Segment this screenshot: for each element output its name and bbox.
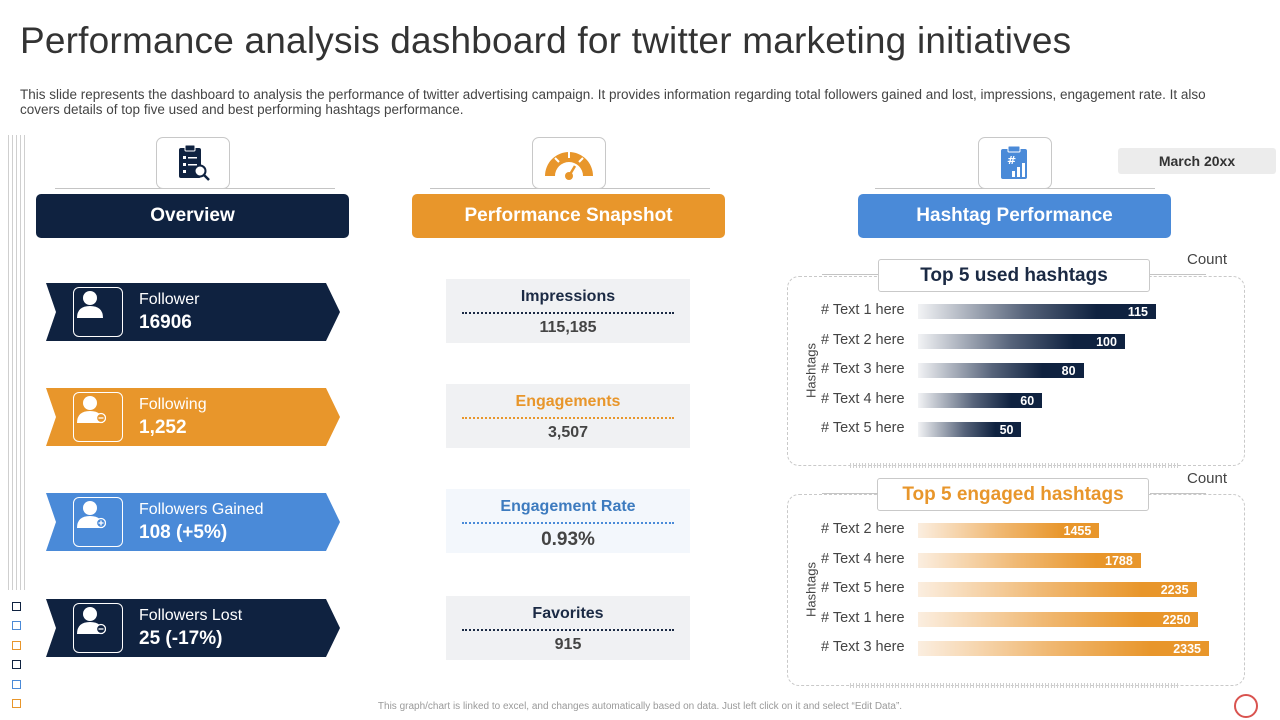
bar <box>918 582 1197 597</box>
overview-card: Follower 16906 <box>46 283 340 341</box>
tick-label: # Text 3 here <box>821 639 905 655</box>
user-icon <box>73 287 123 337</box>
data-label: 2235 <box>1160 583 1189 597</box>
metric-value: 115,185 <box>539 319 597 336</box>
metric-value: 0.93% <box>541 529 595 550</box>
metric-value: 3,507 <box>547 424 589 441</box>
decor-square <box>12 660 21 669</box>
metric-card: Engagement Rate 0.93% <box>446 489 690 553</box>
overview-card: Followers Lost 25 (-17%) <box>46 599 340 657</box>
tick-label: # Text 1 here <box>821 302 905 318</box>
metric-card: Favorites 915 <box>446 596 690 660</box>
gauge-icon <box>532 137 606 189</box>
snapshot-header: Performance Snapshot <box>412 194 725 238</box>
overview-value: 108 (+5%) <box>139 522 228 543</box>
title-connector <box>1150 493 1206 494</box>
hashtag-header: Hashtag Performance <box>858 194 1171 238</box>
metric-card: Engagements 3,507 <box>446 384 690 448</box>
data-label: 2335 <box>1173 642 1201 656</box>
metric-label: Favorites <box>532 605 604 622</box>
data-label: 50 <box>999 423 1014 437</box>
tick-label: # Text 5 here <box>821 420 905 436</box>
overview-value: 1,252 <box>139 417 187 438</box>
chart-title: Top 5 engaged hashtags <box>877 478 1149 511</box>
bar <box>918 422 1022 437</box>
overview-card: Followers Gained 108 (+5%) <box>46 493 340 551</box>
tick-label: # Text 2 here <box>821 521 905 537</box>
date-badge: March 20xx <box>1118 148 1276 174</box>
metric-value: 915 <box>554 636 582 653</box>
tick-label: # Text 5 here <box>821 580 905 596</box>
metric-label: Engagements <box>515 393 621 410</box>
footnote: This graph/chart is linked to excel, and… <box>377 701 903 712</box>
decor-hatch <box>850 463 1180 468</box>
page-subtitle: This slide represents the dashboard to a… <box>20 87 1206 117</box>
data-label: 2250 <box>1162 612 1191 627</box>
decor-hatch <box>850 683 1180 688</box>
data-label: 1788 <box>1105 553 1133 568</box>
svg-text:#: # <box>1007 154 1016 167</box>
chart-title: Top 5 used hashtags <box>878 259 1150 292</box>
data-label: 80 <box>1061 364 1076 378</box>
user-plus-icon <box>73 497 123 547</box>
user-minus-icon <box>73 603 123 653</box>
tick-label: # Text 3 here <box>821 361 905 377</box>
decor-square <box>12 680 21 689</box>
overview-label: Follower <box>139 291 200 308</box>
y-axis-label: Hashtags <box>803 343 819 398</box>
x-axis-label: Count <box>1187 470 1228 487</box>
bar <box>918 333 1125 349</box>
decor-square <box>12 641 21 650</box>
data-label: 60 <box>1020 393 1035 408</box>
page-title: Performance analysis dashboard for twitt… <box>20 20 1072 61</box>
decor-square <box>12 621 21 630</box>
bar <box>918 392 1043 408</box>
overview-value: 25 (-17%) <box>139 628 223 649</box>
user-minus-icon <box>73 392 123 442</box>
tick-label: # Text 4 here <box>821 390 905 407</box>
decor-circle <box>1234 694 1258 718</box>
hashtag-chart-icon: # <box>978 137 1052 189</box>
bar <box>918 304 1156 319</box>
data-label: 100 <box>1096 334 1117 349</box>
title-connector <box>822 493 878 494</box>
metric-label: Engagement Rate <box>500 498 636 515</box>
metric-divider <box>462 629 674 631</box>
overview-label: Followers Gained <box>139 501 264 518</box>
overview-label: Followers Lost <box>139 607 243 624</box>
bar <box>918 523 1100 538</box>
overview-label: Following <box>139 396 207 413</box>
bar <box>918 611 1199 627</box>
metric-card: Impressions 115,185 <box>446 279 690 343</box>
metric-divider <box>462 312 674 314</box>
tick-label: # Text 4 here <box>821 550 905 567</box>
title-connector <box>1150 274 1206 275</box>
overview-value: 16906 <box>139 312 192 333</box>
overview-header: Overview <box>36 194 349 238</box>
bar <box>918 363 1084 378</box>
tick-label: # Text 1 here <box>821 609 905 626</box>
metric-divider <box>462 417 674 419</box>
data-label: 115 <box>1127 305 1148 319</box>
overview-card: Following 1,252 <box>46 388 340 446</box>
decor-square <box>12 699 21 708</box>
metric-divider <box>462 522 674 524</box>
y-axis-label: Hashtags <box>803 562 819 617</box>
metric-label: Impressions <box>520 288 616 305</box>
bar <box>918 552 1141 568</box>
decor-square <box>12 602 21 611</box>
data-label: 1455 <box>1063 524 1092 538</box>
title-connector <box>822 274 878 275</box>
clipboard-search-icon <box>156 137 230 189</box>
bar <box>918 641 1209 656</box>
x-axis-label: Count <box>1187 251 1228 268</box>
decorative-lines <box>8 135 26 590</box>
tick-label: # Text 2 here <box>821 331 905 348</box>
